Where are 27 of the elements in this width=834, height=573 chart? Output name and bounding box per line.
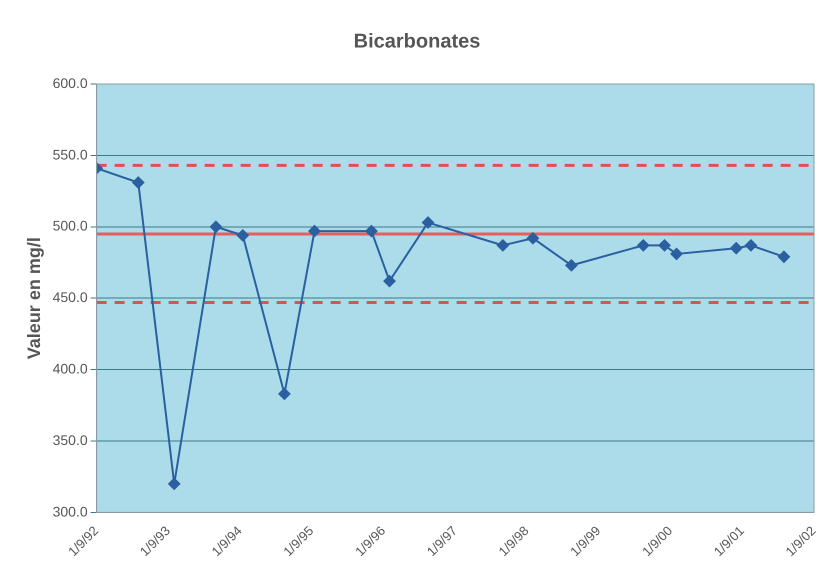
point xyxy=(210,220,222,233)
point xyxy=(496,239,509,252)
chart-title: Bicarbonates xyxy=(354,30,480,53)
point xyxy=(168,478,180,490)
y-tick-label: 600.0 xyxy=(52,74,88,91)
point xyxy=(236,229,249,242)
point xyxy=(744,239,757,252)
y-tick-label: 500.0 xyxy=(52,218,88,234)
point xyxy=(730,242,742,254)
y-axis-title: Valeur en mg/l xyxy=(24,237,44,360)
y-tick-label: 550.0 xyxy=(52,146,88,162)
point xyxy=(308,225,320,238)
point xyxy=(132,176,144,189)
point xyxy=(778,250,790,263)
y-tick-label: 450.0 xyxy=(52,289,88,306)
point xyxy=(658,239,671,252)
y-tick-label: 300.0 xyxy=(52,503,88,520)
y-tick-label: 400.0 xyxy=(52,360,88,376)
point xyxy=(565,259,578,272)
point xyxy=(637,239,650,252)
y-tick-label: 350.0 xyxy=(52,432,88,448)
point xyxy=(384,275,396,288)
point xyxy=(278,388,290,400)
point xyxy=(365,225,378,238)
point xyxy=(526,232,539,244)
point xyxy=(670,248,682,260)
point xyxy=(422,216,434,229)
